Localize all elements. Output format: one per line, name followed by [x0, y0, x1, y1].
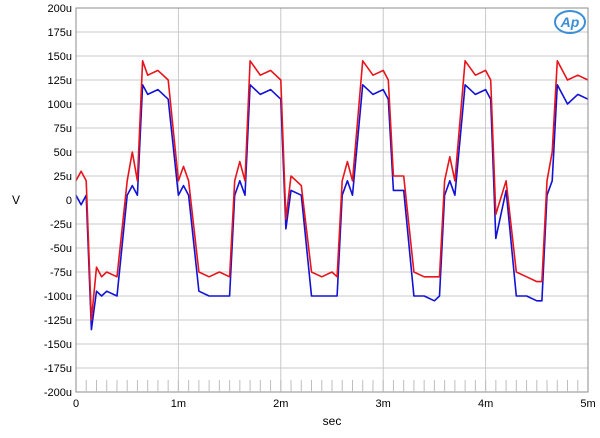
y-tick-label: -125u — [44, 315, 72, 327]
y-tick-label: 75u — [54, 123, 72, 135]
y-tick-label: 150u — [48, 51, 72, 63]
x-tick-label: 3m — [376, 398, 391, 410]
x-minor-ticks — [85, 380, 579, 392]
x-tick-label: 0 — [73, 398, 79, 410]
y-tick-label: -25u — [50, 219, 72, 231]
x-tick-label: 4m — [478, 398, 493, 410]
series-line-red — [75, 59, 589, 321]
y-tick-label: -175u — [44, 363, 72, 375]
x-tick-label: 2m — [273, 398, 288, 410]
x-tick-labels: 0 1m 2m 3m 4m 5m — [73, 398, 596, 410]
y-tick-label: 100u — [48, 99, 72, 111]
grid — [75, 7, 589, 393]
y-tick-label: -100u — [44, 291, 72, 303]
x-axis-label: sec — [323, 414, 342, 428]
series-layer — [75, 59, 589, 331]
y-axis-label: V — [12, 193, 20, 207]
x-tick-label: 1m — [171, 398, 186, 410]
y-tick-labels: 200u 175u 150u 125u 100u 75u 50u 25u 0 -25u -50u -7… — [44, 3, 72, 399]
y-tick-label: -150u — [44, 339, 72, 351]
y-tick-label: 125u — [48, 75, 72, 87]
series-line-blue — [75, 84, 589, 331]
y-tick-label: -200u — [44, 387, 72, 399]
y-tick-label: -50u — [50, 243, 72, 255]
y-tick-label: -75u — [50, 267, 72, 279]
logo-text: Ap — [560, 14, 580, 30]
y-tick-label: 50u — [54, 147, 72, 159]
y-tick-label: 25u — [54, 171, 72, 183]
y-tick-label: 0 — [66, 195, 72, 207]
x-tick-label: 5m — [580, 398, 595, 410]
y-tick-label: 200u — [48, 3, 72, 15]
logo-ring — [554, 10, 586, 34]
ap-logo: Ap — [554, 10, 586, 34]
y-tick-label: 175u — [48, 27, 72, 39]
